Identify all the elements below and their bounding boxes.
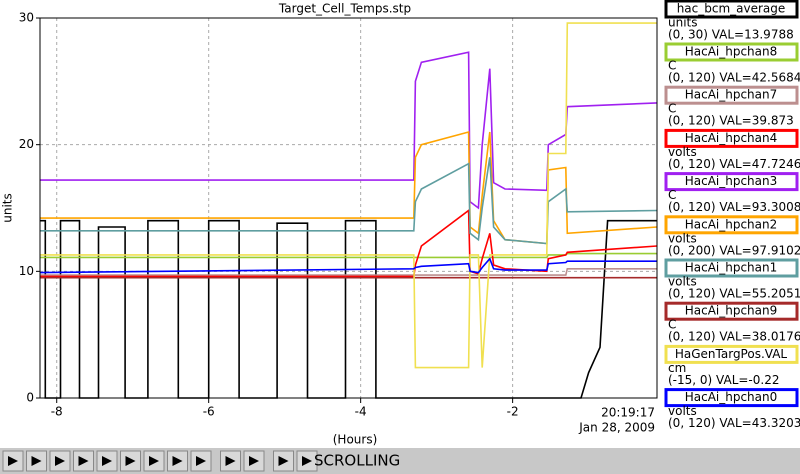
date-label: Jan 28, 2009 bbox=[578, 421, 655, 435]
series-line bbox=[39, 257, 657, 274]
x-tick-label: -2 bbox=[507, 405, 519, 419]
y-axis-label: units bbox=[1, 193, 15, 223]
button-icon bbox=[249, 456, 259, 466]
legend-range: (0, 120) VAL=93.3008 bbox=[668, 200, 800, 214]
x-axis-label: (Hours) bbox=[333, 433, 378, 447]
series-line bbox=[40, 219, 657, 399]
y-tick-label: 10 bbox=[19, 264, 34, 278]
legend-name[interactable]: hac_bcm_average bbox=[677, 2, 786, 16]
toolbar-buttons bbox=[2, 450, 318, 472]
toolbar: SCROLLING bbox=[0, 448, 800, 474]
button-icon bbox=[55, 456, 65, 466]
x-tick-label: -8 bbox=[51, 405, 63, 419]
legend-units: C bbox=[668, 102, 676, 116]
button-icon bbox=[172, 456, 183, 466]
legend-box[interactable] bbox=[664, 0, 799, 19]
button-icon bbox=[78, 456, 89, 466]
legend-box[interactable] bbox=[664, 85, 799, 105]
button-icon bbox=[8, 456, 18, 466]
legend-units: volts bbox=[668, 404, 697, 418]
legend-units: units bbox=[668, 16, 698, 30]
legend-name[interactable]: HacAi_hpchan2 bbox=[685, 217, 778, 231]
legend-box[interactable] bbox=[664, 128, 799, 148]
legend-units: volts bbox=[668, 275, 697, 289]
series-line bbox=[40, 130, 658, 245]
legend-range: (0, 120) VAL=38.0176 bbox=[668, 330, 800, 344]
legend-range: (0, 120) VAL=39.873 bbox=[668, 114, 794, 128]
legend-name[interactable]: HacAi_hpchan9 bbox=[685, 304, 778, 318]
legend-name[interactable]: HacAi_hpchan7 bbox=[685, 88, 778, 102]
legend-units: volts bbox=[668, 231, 697, 245]
legend-name[interactable]: HacAi_hpchan1 bbox=[685, 261, 778, 275]
series-line bbox=[40, 22, 657, 369]
y-tick-label: 30 bbox=[19, 11, 34, 25]
button-icon bbox=[196, 456, 206, 466]
time-label: 20:19:17 bbox=[601, 406, 655, 420]
legend-units: volts bbox=[668, 145, 697, 159]
legend-range: (0, 120) VAL=42.5684 bbox=[668, 71, 800, 85]
legend-name[interactable]: HacAi_hpchan0 bbox=[685, 390, 778, 404]
plot: 0 10 20 30 -8 -6 -4 -2 bbox=[19, 11, 658, 419]
legend-name[interactable]: HaGenTargPos.VAL bbox=[675, 347, 788, 361]
series-line bbox=[40, 268, 657, 276]
legend-range: (0, 30) VAL=13.9788 bbox=[668, 28, 794, 42]
legend-box[interactable] bbox=[664, 215, 799, 235]
button-icon bbox=[31, 456, 42, 466]
legend-name[interactable]: HacAi_hpchan3 bbox=[685, 174, 778, 188]
status-text: SCROLLING bbox=[314, 452, 400, 470]
legend-box[interactable] bbox=[664, 258, 799, 278]
legend-box[interactable] bbox=[664, 301, 799, 321]
legend-range: (-15, 0) VAL=-0.22 bbox=[668, 373, 779, 387]
button-icon bbox=[125, 456, 136, 466]
legend-units: C bbox=[668, 318, 676, 332]
legend-range: (0, 120) VAL=55.2051 bbox=[668, 287, 800, 301]
button-icon bbox=[278, 456, 289, 466]
legend-range: (0, 120) VAL=43.3203 bbox=[668, 416, 800, 430]
legend-name[interactable]: HacAi_hpchan4 bbox=[685, 131, 778, 145]
button-icon bbox=[149, 456, 159, 466]
series-line bbox=[40, 208, 658, 278]
legend-units: C bbox=[668, 188, 676, 202]
plot-border bbox=[39, 17, 658, 399]
legend-box[interactable] bbox=[664, 42, 799, 62]
y-tick-label: 0 bbox=[26, 391, 34, 405]
legend-box[interactable] bbox=[664, 344, 799, 364]
legend-units: cm bbox=[668, 361, 686, 375]
x-tick-label: -4 bbox=[355, 405, 367, 419]
legend-name[interactable]: HacAi_hpchan8 bbox=[685, 45, 778, 59]
legend-range: (0, 200) VAL=97.9102 bbox=[668, 243, 800, 257]
legend-box[interactable] bbox=[664, 388, 799, 408]
series-line bbox=[40, 157, 658, 245]
legend-units: C bbox=[668, 59, 676, 73]
legend-range: (0, 120) VAL=47.7246 bbox=[668, 157, 800, 171]
x-tick-label: -6 bbox=[203, 405, 215, 419]
series-line bbox=[40, 51, 658, 210]
chart-title: Target_Cell_Temps.stp bbox=[278, 2, 411, 16]
button-icon bbox=[302, 456, 312, 466]
legend-box[interactable] bbox=[664, 172, 799, 192]
button-icon bbox=[225, 456, 236, 466]
y-tick-label: 20 bbox=[19, 137, 34, 151]
button-icon bbox=[102, 456, 112, 466]
plot-area bbox=[40, 18, 657, 398]
